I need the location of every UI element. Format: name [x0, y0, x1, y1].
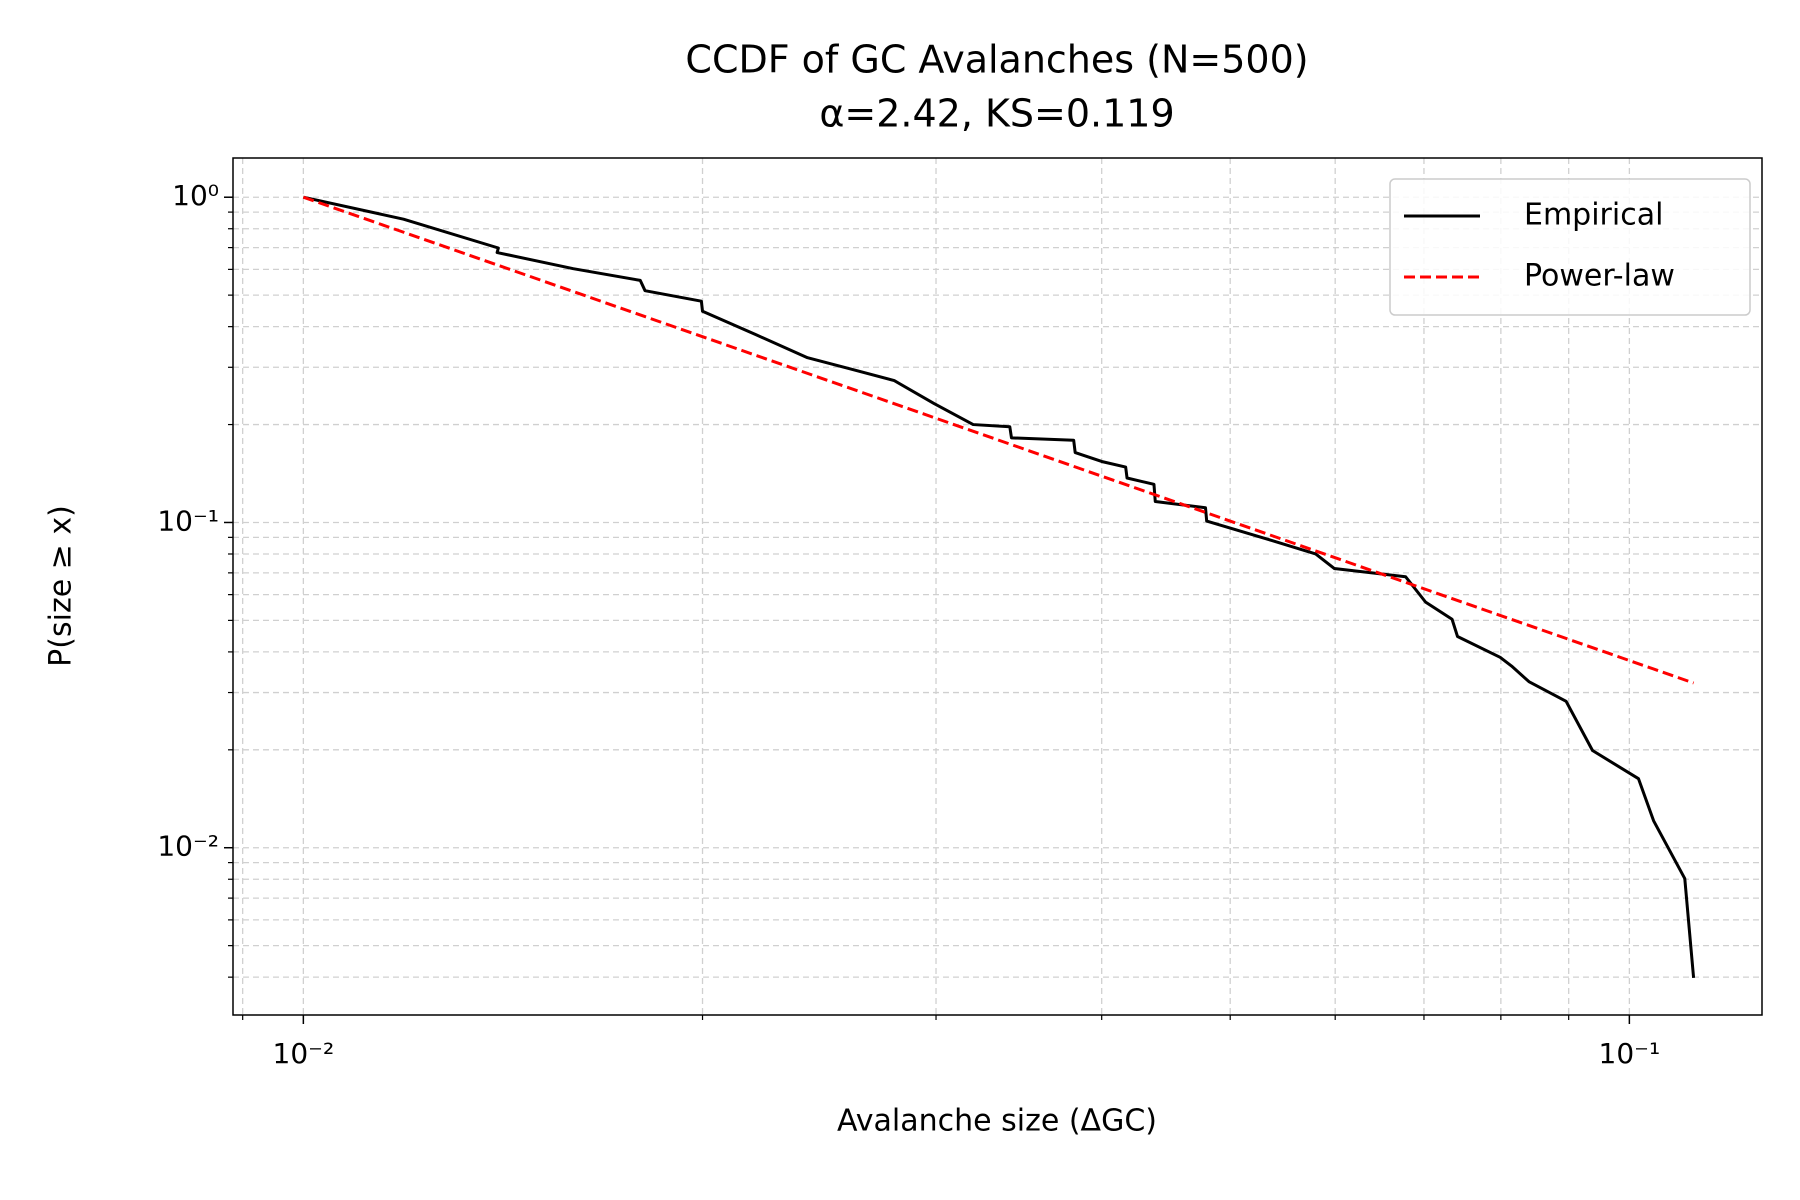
x-tick-label: 10⁻²: [273, 1037, 335, 1070]
legend: Empirical Power-law: [1389, 178, 1751, 316]
chart-subtitle: α=2.42, KS=0.119: [819, 92, 1174, 136]
y-tick-label: 10⁻²: [157, 830, 219, 863]
plot-frame: [232, 157, 1763, 1016]
x-axis-label: Avalanche size (ΔGC): [837, 1104, 1157, 1139]
legend-label: Empirical: [1524, 198, 1663, 233]
chart-title: CCDF of GC Avalanches (N=500): [685, 38, 1308, 82]
y-axis-label: P(size ≥ x): [44, 505, 79, 667]
legend-label: Power-law: [1524, 259, 1675, 294]
x-tick-label: 10⁻¹: [1599, 1037, 1661, 1070]
y-tick-label: 10⁻¹: [157, 504, 219, 537]
series-line: [302, 195, 1695, 685]
y-tick-label: 10⁰: [172, 179, 219, 212]
legend-box: [1389, 178, 1751, 316]
series-line: [303, 195, 1696, 979]
